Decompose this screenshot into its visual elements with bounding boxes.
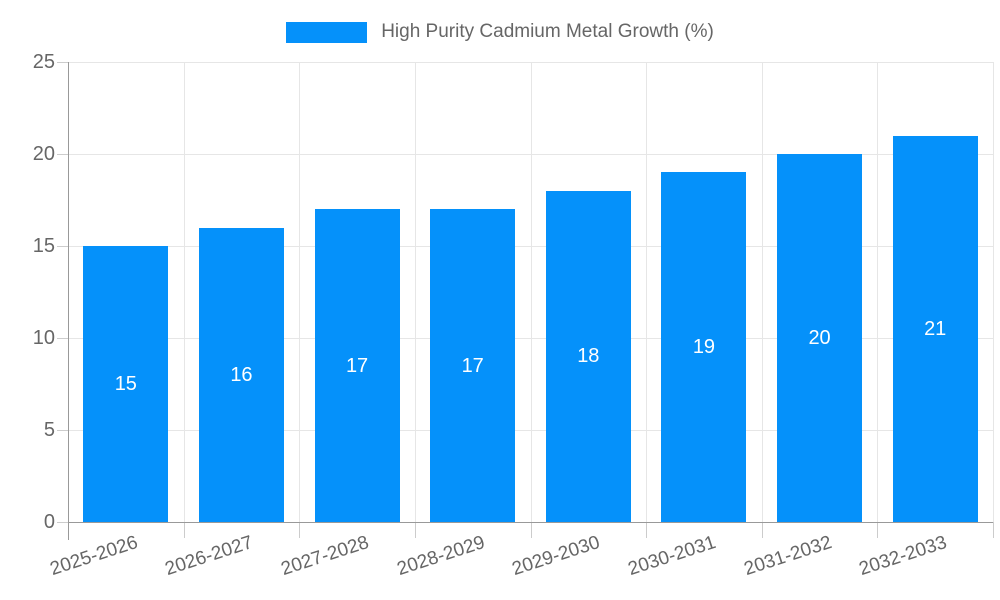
bar[interactable]: 17: [314, 209, 400, 522]
y-axis-tick-label: 25: [32, 51, 55, 73]
x-axis-tick-label: 2030-2031: [625, 532, 719, 581]
bar[interactable]: 20: [777, 154, 863, 522]
y-axis-tick: [57, 338, 68, 339]
gridline-vertical: [877, 62, 879, 522]
x-axis-tick-label: 2026-2027: [163, 532, 256, 581]
bar-value-label: 18: [577, 345, 600, 368]
x-axis-tick-label: 2032-2033: [856, 532, 950, 581]
bar[interactable]: 19: [661, 172, 747, 522]
bar-value-label: 20: [808, 327, 831, 349]
bar-value-label: 15: [114, 373, 137, 395]
bar[interactable]: 16: [198, 227, 284, 522]
gridline-vertical: [993, 62, 994, 522]
legend-label: High Purity Cadmium Metal Growth (%): [381, 21, 714, 42]
x-axis-tick-label: 2028-2029: [394, 532, 488, 581]
bar-value-label: 21: [924, 317, 947, 340]
y-axis-tick: [57, 62, 68, 63]
bar-value-label: 19: [692, 336, 716, 359]
y-axis-tick: [57, 246, 68, 247]
x-axis-tick: [993, 522, 994, 538]
y-axis-tick-label: 15: [32, 235, 55, 257]
x-axis-tick-label: 2025-2026: [47, 532, 141, 581]
x-axis-tick: [183, 522, 185, 538]
plot-area: 15 16 17 17 18 19 20 21: [57, 62, 994, 540]
legend[interactable]: High Purity Cadmium Metal Growth (%): [0, 21, 1000, 43]
bar[interactable]: 17: [430, 209, 516, 522]
bar[interactable]: 15: [83, 246, 169, 522]
bar[interactable]: 21: [892, 135, 978, 522]
bar-value-label: 17: [461, 354, 484, 377]
x-axis-tick: [646, 522, 648, 538]
gridline-vertical: [183, 62, 185, 522]
y-axis-tick-label: 5: [43, 419, 55, 441]
x-axis-tick: [414, 522, 416, 538]
x-axis-tick: [877, 522, 879, 538]
y-axis-tick-label: 20: [32, 143, 55, 165]
x-axis-tick-label: 2027-2028: [278, 532, 372, 581]
x-axis-line: [68, 522, 993, 523]
bar-value-label: 16: [230, 363, 253, 386]
x-axis-tick: [761, 522, 763, 538]
y-axis-tick: [57, 430, 68, 431]
legend-swatch: [286, 21, 368, 43]
gridline-vertical: [530, 62, 532, 522]
gridline-vertical: [646, 62, 648, 522]
gridline-vertical: [414, 62, 416, 522]
y-axis-tick: [57, 154, 68, 155]
x-axis-tick: [530, 522, 532, 538]
y-axis-tick-label: 10: [32, 327, 55, 349]
y-axis-tick-label: 0: [43, 511, 55, 533]
x-axis-tick-label: 2031-2032: [741, 532, 835, 581]
y-axis-tick: [57, 522, 68, 523]
x-axis-tick-label: 2029-2030: [509, 532, 603, 581]
bar-value-label: 17: [345, 354, 369, 377]
x-axis-tick: [299, 522, 301, 538]
gridline-vertical: [299, 62, 301, 522]
gridline-vertical: [761, 62, 763, 522]
bar[interactable]: 18: [545, 190, 631, 522]
y-axis-line: [68, 62, 69, 540]
